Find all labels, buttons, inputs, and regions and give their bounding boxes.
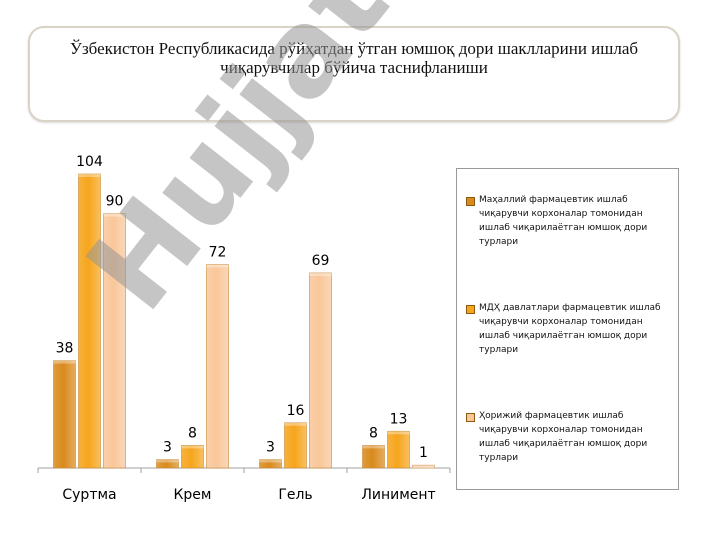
legend-label-cis: МДҲ давлатлари фармацевтик ишлаб чиқарув… <box>479 303 661 355</box>
bar-Крем-series-1 <box>156 459 179 469</box>
legend-label-local: Маҳаллий фармацевтик ишлаб чиқарувчи кор… <box>479 195 648 247</box>
chart-legend: Маҳаллий фармацевтик ишлаб чиқарувчи кор… <box>456 168 679 490</box>
bar-highlight <box>387 431 410 435</box>
x-tick-label: Суртма <box>62 487 116 503</box>
bar-highlight <box>53 360 76 364</box>
legend-swatch-foreign <box>466 413 475 422</box>
data-label: 8 <box>188 425 197 441</box>
bar-Гель-series-1 <box>259 459 282 469</box>
bar-highlight <box>156 459 179 463</box>
bar-highlight <box>412 465 435 469</box>
bar-Суртма-series-2 <box>78 173 101 469</box>
bar-Гель-series-2 <box>284 422 307 469</box>
bar-highlight <box>259 459 282 463</box>
legend-label-foreign: Ҳорижий фармацевтик ишлаб чиқарувчи корх… <box>479 411 648 463</box>
x-tick-label: Крем <box>173 487 211 503</box>
chart-title-box: Ўзбекистон Республикасида рўйҳатдан ўтга… <box>28 26 680 122</box>
x-tick-label: Гель <box>278 487 312 503</box>
bar-Линимент-series-2 <box>387 430 410 469</box>
bar-highlight <box>206 264 229 268</box>
bar-highlight <box>362 445 385 449</box>
data-label: 3 <box>163 440 172 456</box>
data-label: 38 <box>56 341 74 357</box>
data-label: 72 <box>209 244 227 260</box>
bar-highlight <box>103 213 126 217</box>
data-label: 8 <box>369 425 378 441</box>
data-label: 104 <box>76 154 103 170</box>
bar-Линимент-series-3 <box>412 464 435 469</box>
bar-Линимент-series-1 <box>362 445 385 469</box>
legend-swatch-cis <box>466 305 475 314</box>
bar-Суртма-series-3 <box>103 213 126 469</box>
chart-title: Ўзбекистон Республикасида рўйҳатдан ўтга… <box>69 39 639 77</box>
bar-Крем-series-2 <box>181 445 204 469</box>
data-label: 90 <box>106 194 124 210</box>
data-label: 3 <box>266 440 275 456</box>
legend-swatch-local <box>466 197 475 206</box>
bar-highlight <box>309 272 332 276</box>
data-label: 16 <box>287 403 305 419</box>
x-tick-label: Линимент <box>361 487 435 503</box>
bar-highlight <box>78 174 101 177</box>
data-label: 13 <box>390 411 408 427</box>
bar-Гель-series-3 <box>309 272 332 469</box>
bar-Суртма-series-1 <box>53 360 76 469</box>
bar-highlight <box>284 422 307 426</box>
bar-Крем-series-3 <box>206 264 229 469</box>
bar-highlight <box>181 445 204 449</box>
data-label: 1 <box>419 445 428 461</box>
data-label: 69 <box>312 253 330 269</box>
